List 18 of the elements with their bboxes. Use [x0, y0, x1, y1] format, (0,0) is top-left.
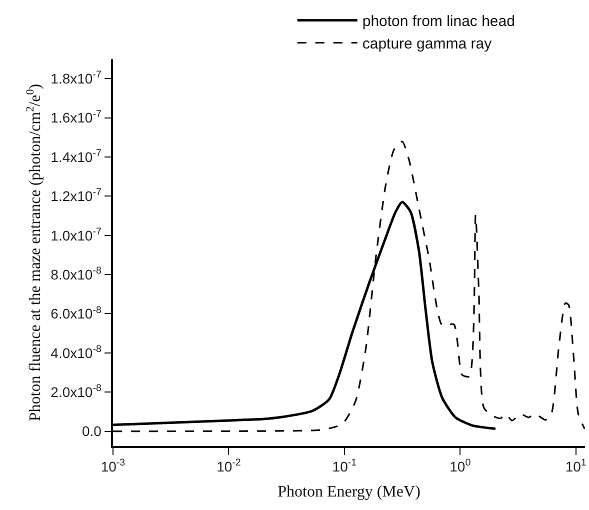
y-tick-label: 8.0x10$^{-8}$	[50, 266, 102, 282]
y-tick-label: 1.0x10$^{-7}$	[50, 226, 102, 244]
x-tick-label: 10$^{0}$	[450, 458, 472, 475]
y-tick-label: 1.8x10$^{-7}$	[50, 70, 102, 86]
y-tick-label: 4.0x10$^{-8}$	[50, 344, 102, 361]
y-tick-label: 1.4x10$^{-7}$	[50, 148, 102, 165]
legend-label: capture gamma ray	[362, 36, 492, 53]
x-tick-label: 10$^{-3}$	[100, 458, 126, 475]
x-axis-title: Photon Energy (MeV)	[278, 484, 420, 501]
y-tick-label: 2.0x10$^{-8}$	[50, 383, 102, 400]
y-tick-label: 0.0	[82, 423, 102, 440]
x-tick-label: 10$^{1}$	[565, 458, 586, 475]
x-tick-label: 10$^{-1}$	[332, 458, 357, 475]
legend-label: photon from linac head	[362, 13, 515, 30]
y-tick-label: 1.2x10$^{-7}$	[50, 187, 102, 204]
y-tick-label: 1.6x10$^{-7}$	[50, 108, 102, 126]
x-tick-label: 10$^{-2}$	[216, 458, 241, 475]
y-tick-label: 6.0x10$^{-8}$	[50, 304, 102, 322]
